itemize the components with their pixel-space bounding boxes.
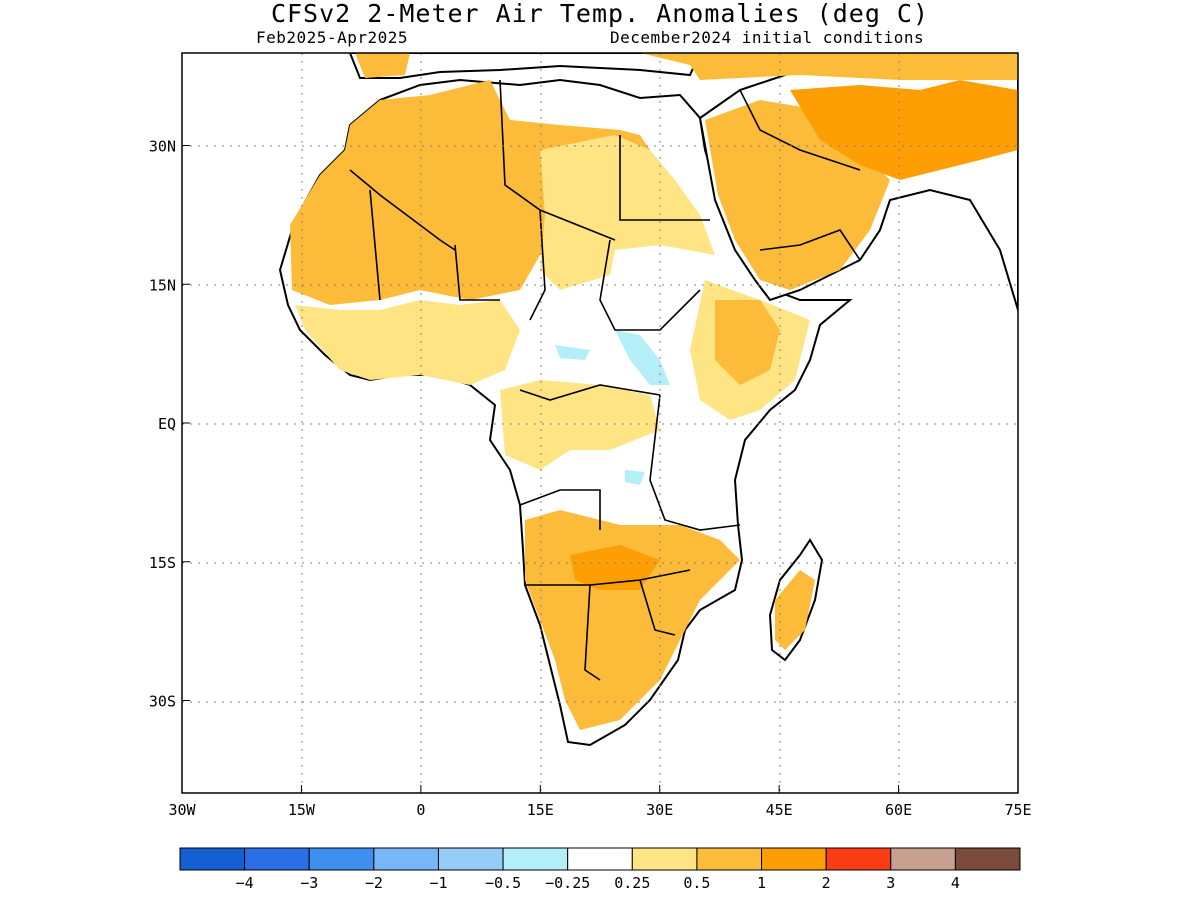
- legend-swatch: [244, 847, 310, 871]
- lon-tick-label: 45E: [766, 801, 793, 819]
- legend-swatch: [761, 847, 827, 871]
- lon-tick-label: 75E: [1004, 801, 1031, 819]
- legend-swatch: [890, 847, 956, 871]
- forecast-period: Feb2025-Apr2025: [256, 28, 408, 47]
- iran-hot-region: [790, 80, 1018, 180]
- legend-label: −3: [300, 874, 318, 892]
- legend-swatch: [373, 847, 439, 871]
- latitude-ticks: 30N 15N EQ 15S 30S: [149, 138, 190, 711]
- initial-conditions: December2024 initial conditions: [610, 28, 925, 47]
- legend-swatch: [502, 847, 569, 871]
- madagascar-warm-region: [775, 570, 815, 650]
- lat-tick-label: 30S: [149, 693, 176, 711]
- legend-label: −1: [429, 874, 447, 892]
- lon-tick-label: 30E: [646, 801, 673, 819]
- country-borders: [349, 79, 861, 681]
- legend-label: −0.25: [545, 874, 590, 892]
- legend-swatch: [954, 847, 1021, 871]
- zambia-hot-region: [570, 545, 660, 590]
- central-africa-light-region: [500, 380, 660, 470]
- legend-swatch: [825, 847, 892, 871]
- graticule: [182, 53, 1018, 793]
- legend-swatch: [308, 847, 375, 871]
- lon-tick-label: 15W: [288, 801, 316, 819]
- lat-tick-label: 30N: [149, 138, 176, 156]
- legend-swatch: [567, 847, 633, 871]
- sahel-light-region: [540, 135, 715, 290]
- lat-tick-label: 15N: [149, 276, 176, 294]
- mediterranean-coast-warm: [355, 53, 1018, 80]
- lon-tick-label: 60E: [885, 801, 912, 819]
- legend-label: −2: [365, 874, 383, 892]
- west-africa-light-region: [295, 300, 520, 385]
- longitude-ticks: 30W 15W 0 15E 30E 45E 60E 75E: [168, 785, 1032, 819]
- legend-label: 2: [822, 874, 831, 892]
- legend-label: −4: [236, 874, 254, 892]
- legend-swatch: [179, 847, 246, 871]
- legend-swatch: [631, 847, 698, 871]
- legend-swatch: [696, 847, 763, 871]
- lon-tick-label: 15E: [527, 801, 554, 819]
- map-title: CFSv2 2-Meter Air Temp. Anomalies (deg C…: [270, 0, 930, 28]
- lon-tick-label: 0: [416, 801, 425, 819]
- legend-label: 3: [886, 874, 895, 892]
- legend-label: 1: [757, 874, 766, 892]
- legend-label: −0.5: [485, 874, 521, 892]
- lon-tick-label: 30W: [168, 801, 196, 819]
- lake-cool-spot: [625, 470, 645, 485]
- sudan-cool-spot: [555, 345, 590, 360]
- lat-tick-label: EQ: [158, 415, 176, 433]
- legend-label: 0.5: [683, 874, 710, 892]
- congo-cool-spot: [615, 330, 670, 385]
- legend-label: 0.25: [614, 874, 650, 892]
- map-content: [182, 53, 1018, 793]
- legend-label: 4: [951, 874, 960, 892]
- anomaly-shading: [290, 53, 1018, 730]
- lat-tick-label: 15S: [149, 554, 176, 572]
- legend-swatch: [437, 847, 504, 871]
- horn-warm-region: [715, 300, 780, 385]
